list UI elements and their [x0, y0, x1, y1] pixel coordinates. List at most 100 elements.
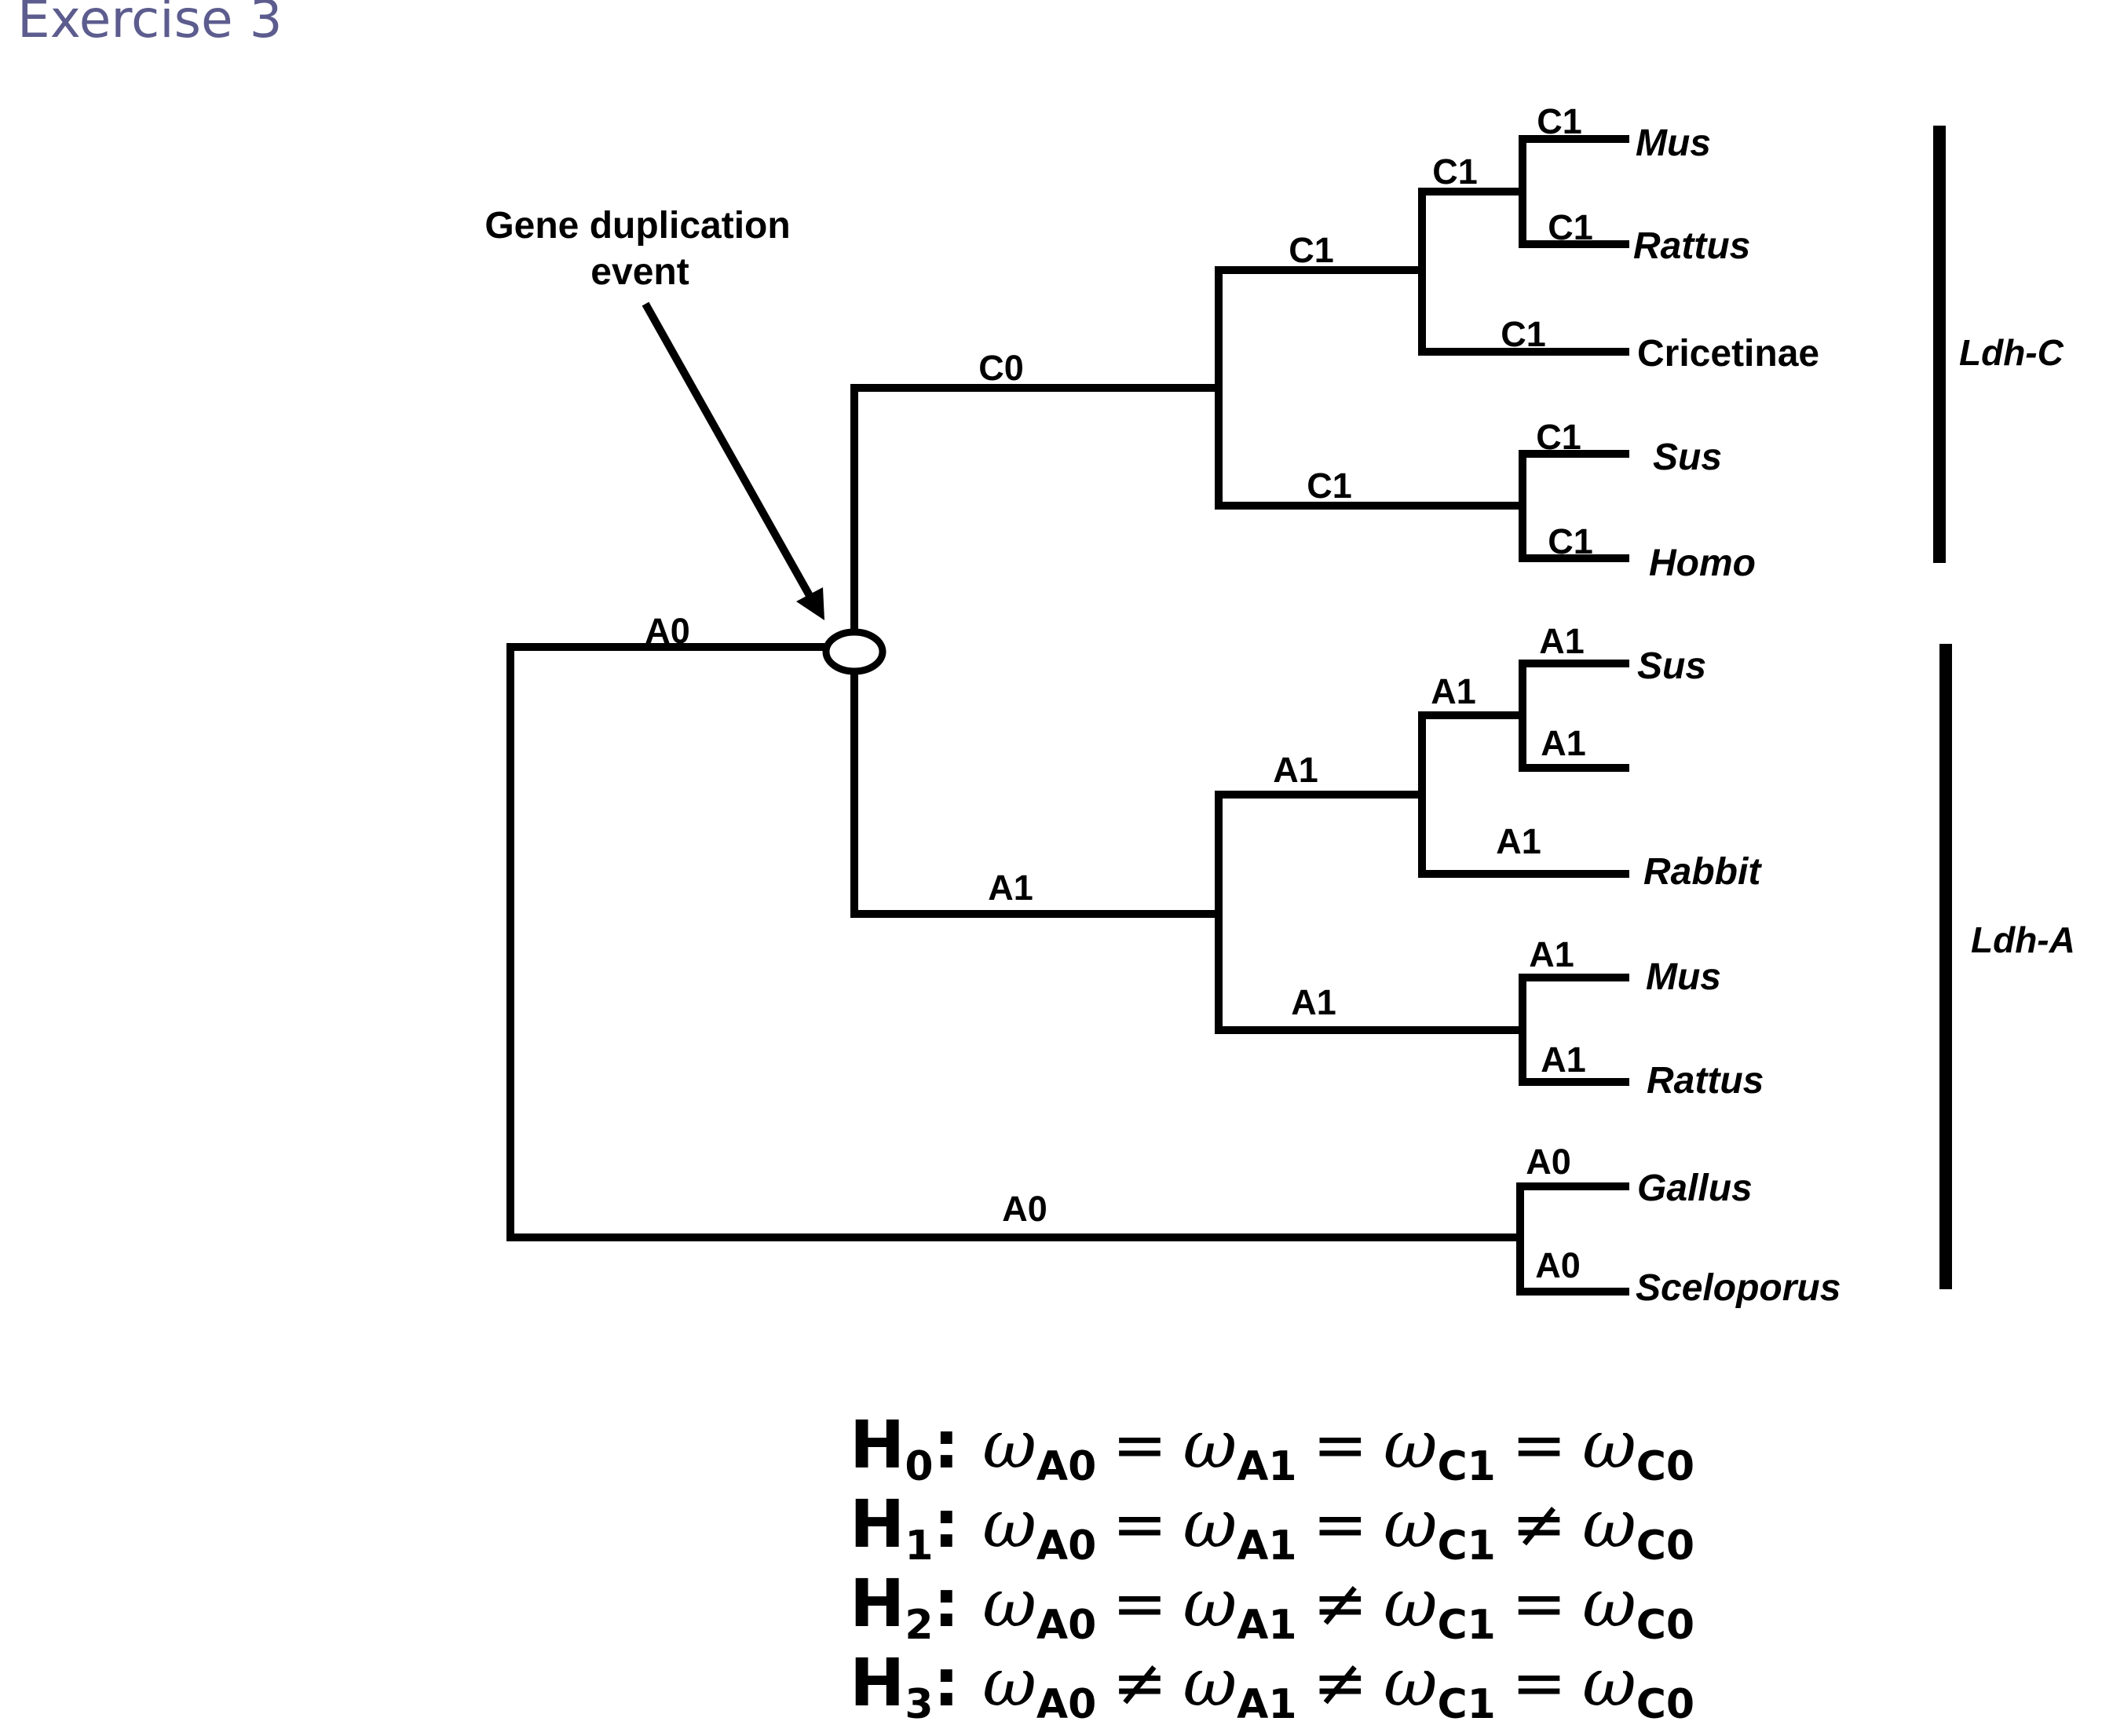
- omega-term: ωA0: [982, 1644, 1096, 1725]
- omega-subscript: C1: [1437, 1681, 1496, 1728]
- taxon-a-mus: Mus: [1646, 956, 1721, 998]
- omega-term: ωA1: [1183, 1644, 1297, 1725]
- hypothesis-name: H1: [850, 1486, 934, 1566]
- annotation-line1: Gene duplication: [484, 205, 790, 247]
- omega-subscript: A1: [1237, 1443, 1297, 1490]
- label-c-mus: C1: [1537, 101, 1582, 141]
- hypothesis-name: H3: [850, 1644, 934, 1725]
- omega-subscript: C0: [1636, 1443, 1695, 1490]
- omega-symbol: ω: [1384, 1565, 1438, 1642]
- relation-operator: =: [1511, 1565, 1567, 1642]
- omega-subscript: C0: [1636, 1522, 1695, 1570]
- taxon-c-homo: Homo: [1649, 543, 1756, 584]
- taxon-a-sceloporus: Sceloporus: [1636, 1267, 1841, 1309]
- hypothesis-letter: H: [850, 1565, 905, 1642]
- hypothesis-index: 0: [905, 1443, 934, 1490]
- omega-symbol: ω: [1582, 1644, 1636, 1721]
- label-c-cricetinae: C1: [1501, 314, 1546, 354]
- label-a-rattus: A1: [1541, 1040, 1586, 1080]
- omega-term: ωC0: [1582, 1644, 1694, 1725]
- label-c0: C0: [978, 348, 1024, 388]
- duplication-arrow-head: [796, 587, 824, 620]
- taxon-a-sus: Sus: [1637, 645, 1706, 687]
- label-root-upper: A0: [645, 611, 690, 651]
- label-a-sceloporus: A0: [1535, 1245, 1581, 1285]
- hypothesis-line: H0: ωA0 = ωA1 = ωC1 = ωC0: [850, 1405, 1694, 1487]
- hypothesis-colon: :: [933, 1644, 983, 1721]
- label-c-sushomo: C1: [1307, 466, 1352, 506]
- omega-symbol: ω: [1384, 1406, 1438, 1483]
- omega-symbol: ω: [1582, 1486, 1636, 1562]
- hypothesis-line: H1: ωA0 = ωA1 = ωC1 ≠ ωC0: [850, 1485, 1694, 1566]
- label-a-gallus: A0: [1526, 1142, 1571, 1182]
- omega-term: ωA1: [1183, 1406, 1297, 1487]
- omega-subscript: A0: [1036, 1522, 1097, 1570]
- taxon-c-cricetinae: Cricetinae: [1637, 333, 1819, 375]
- omega-symbol: ω: [982, 1486, 1036, 1562]
- omega-term: ωC0: [1582, 1486, 1694, 1566]
- taxon-c-mus: Mus: [1636, 122, 1711, 164]
- group-label-ldh-c: Ldh-C: [1959, 332, 2064, 373]
- relation-operator: =: [1312, 1486, 1368, 1562]
- omega-subscript: A1: [1237, 1602, 1297, 1649]
- omega-subscript: C0: [1636, 1681, 1695, 1728]
- page-title: Exercise 3: [17, 0, 283, 49]
- annotation-line2: event: [590, 251, 689, 293]
- omega-subscript: A0: [1036, 1443, 1097, 1490]
- omega-symbol: ω: [1384, 1486, 1438, 1562]
- omega-symbol: ω: [982, 1565, 1036, 1642]
- label-a-murid: A1: [1291, 982, 1336, 1022]
- omega-subscript: A0: [1036, 1681, 1097, 1728]
- duplication-arrow: [642, 302, 819, 609]
- hypothesis-letter: H: [850, 1406, 905, 1483]
- omega-term: ωC1: [1384, 1486, 1496, 1566]
- omega-subscript: C0: [1636, 1602, 1695, 1649]
- omega-symbol: ω: [1183, 1644, 1237, 1721]
- hypothesis-index: 3: [905, 1681, 934, 1728]
- omega-symbol: ω: [1384, 1644, 1438, 1721]
- taxon-a-rattus: Rattus: [1647, 1060, 1764, 1102]
- taxon-c-sus: Sus: [1653, 437, 1722, 478]
- omega-symbol: ω: [982, 1406, 1036, 1483]
- omega-term: ωA1: [1183, 1565, 1297, 1646]
- taxon-c-rattus: Rattus: [1633, 225, 1750, 267]
- relation-operator: ≠: [1312, 1644, 1368, 1721]
- relation-operator: ≠: [1112, 1644, 1168, 1721]
- relation-operator: =: [1312, 1406, 1368, 1483]
- relation-operator: =: [1511, 1644, 1567, 1721]
- omega-term: ωA1: [1183, 1486, 1297, 1566]
- label-a-sus: A1: [1539, 621, 1585, 661]
- hypothesis-letter: H: [850, 1644, 905, 1721]
- label-a-unnamed: A1: [1541, 723, 1586, 763]
- omega-term: ωC1: [1384, 1644, 1496, 1725]
- omega-symbol: ω: [982, 1644, 1036, 1721]
- hypothesis-colon: :: [933, 1486, 983, 1562]
- label-a-rabbit: A1: [1496, 821, 1541, 861]
- hypothesis-letter: H: [850, 1486, 905, 1562]
- relation-operator: ≠: [1511, 1486, 1567, 1562]
- hypothesis-colon: :: [933, 1565, 983, 1642]
- hypothesis-index: 1: [905, 1522, 934, 1570]
- relation-operator: =: [1112, 1486, 1168, 1562]
- omega-term: ωA0: [982, 1406, 1096, 1487]
- label-a1: A1: [988, 868, 1033, 908]
- omega-term: ωC0: [1582, 1406, 1694, 1487]
- hypothesis-colon: :: [933, 1406, 983, 1483]
- omega-term: ωC1: [1384, 1406, 1496, 1487]
- omega-term: ωA0: [982, 1486, 1096, 1566]
- omega-term: ωC0: [1582, 1565, 1694, 1646]
- omega-symbol: ω: [1582, 1406, 1636, 1483]
- relation-operator: ≠: [1312, 1565, 1368, 1642]
- hypothesis-index: 2: [905, 1602, 934, 1649]
- omega-subscript: A0: [1036, 1602, 1097, 1649]
- label-c-murid: C1: [1432, 152, 1478, 192]
- label-root-lower: A0: [1002, 1189, 1047, 1229]
- label-c-clade: C1: [1289, 230, 1334, 270]
- omega-subscript: C1: [1437, 1443, 1496, 1490]
- omega-term: ωA0: [982, 1565, 1096, 1646]
- omega-term: ωC1: [1384, 1565, 1496, 1646]
- omega-symbol: ω: [1183, 1406, 1237, 1483]
- taxon-a-gallus: Gallus: [1637, 1168, 1753, 1209]
- omega-symbol: ω: [1183, 1565, 1237, 1642]
